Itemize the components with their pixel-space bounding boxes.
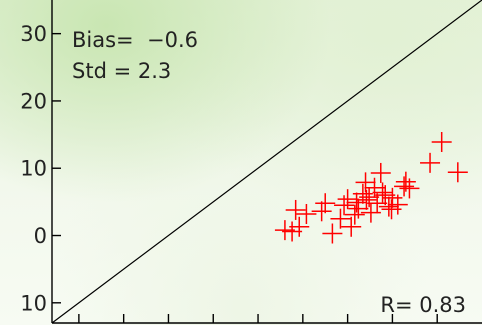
data-point [381,199,402,220]
x-ticks [78,314,438,323]
y-tick-label: 10 [20,157,47,181]
data-point [322,223,343,244]
data-point [378,196,399,217]
data-point [356,189,377,210]
data-point [431,131,452,152]
data-point [344,204,365,225]
data-point [420,152,441,173]
data-point [399,178,420,199]
data-points [274,131,468,244]
bias-annotation: Bias= −0.6 [72,28,198,52]
y-tick-label: 10 [20,291,47,315]
data-point [394,176,415,197]
correlation-annotation: R= 0.83 [380,293,466,317]
data-point [330,208,351,229]
data-point [334,195,355,216]
data-point [296,203,317,224]
data-point [355,172,376,193]
data-point [370,162,391,183]
data-point [346,192,367,213]
data-point [348,198,369,219]
data-point [315,193,336,214]
data-point [447,162,468,183]
data-point [289,216,310,237]
data-point [364,177,385,198]
data-point [359,187,380,208]
y-ticks: 30 20 10 0 10 [20,22,61,315]
one-to-one-reference-line [51,0,482,324]
y-tick-label: 0 [34,224,47,248]
y-tick-label: 30 [20,22,47,46]
y-tick-label: 20 [20,89,47,113]
std-annotation: Std = 2.3 [72,59,171,83]
data-point [372,182,393,203]
data-point [285,199,306,220]
data-point [337,189,358,210]
data-point [341,216,362,237]
data-point [311,201,332,222]
